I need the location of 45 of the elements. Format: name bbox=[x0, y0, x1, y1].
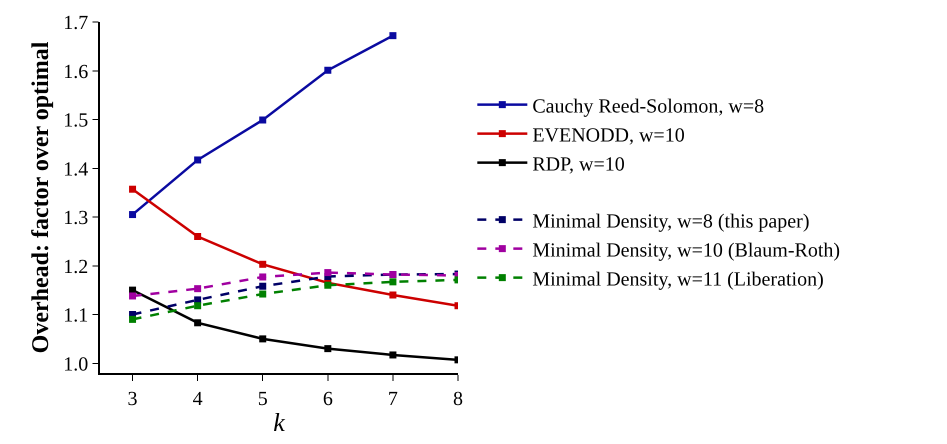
y-tick-label: 1.4 bbox=[63, 158, 88, 180]
point bbox=[324, 345, 332, 352]
point bbox=[389, 32, 396, 40]
point bbox=[129, 186, 136, 193]
y-tick-label: 1.6 bbox=[63, 60, 88, 83]
point bbox=[129, 316, 136, 323]
y-tick-label: 1.1 bbox=[63, 304, 88, 326]
y-tick-label: 1.0 bbox=[63, 353, 88, 376]
legend-label: Cauchy Reed-Solomon, w=8 bbox=[532, 95, 764, 118]
y-tick-label: 1.3 bbox=[63, 207, 88, 229]
legend-label: Minimal Density, w=11 (Liberation) bbox=[532, 268, 824, 290]
legend-label: Minimal Density, w=10 (Blaum-Roth) bbox=[532, 239, 840, 262]
point bbox=[194, 233, 202, 240]
x-tick-label: 8 bbox=[453, 388, 463, 410]
point bbox=[194, 319, 202, 326]
y-tick-label: 1.2 bbox=[63, 256, 88, 278]
x-tick-label: 3 bbox=[128, 388, 138, 410]
legend-label: EVENODD, w=10 bbox=[532, 124, 685, 146]
point bbox=[389, 278, 396, 286]
point bbox=[259, 290, 266, 298]
point bbox=[259, 116, 266, 124]
point bbox=[259, 273, 266, 280]
point bbox=[194, 285, 202, 292]
point bbox=[129, 292, 136, 300]
y-tick-label: 1.5 bbox=[63, 110, 88, 132]
point bbox=[129, 211, 136, 218]
legend-label: RDP, w=10 bbox=[532, 153, 625, 176]
y-tick-label: 1.7 bbox=[63, 12, 88, 34]
point bbox=[194, 302, 202, 310]
point bbox=[259, 282, 266, 290]
point bbox=[259, 260, 266, 268]
point bbox=[324, 66, 332, 74]
legend-label: Minimal Density, w=8 (this paper) bbox=[532, 210, 810, 232]
x-tick-label: 6 bbox=[322, 388, 333, 410]
x-tick-label: 4 bbox=[192, 388, 203, 410]
x-tick-label: 5 bbox=[258, 388, 268, 410]
point bbox=[389, 351, 396, 358]
y-axis-title: Overhead: factor over optimal bbox=[28, 41, 54, 354]
point bbox=[194, 156, 202, 164]
x-tick-label: 7 bbox=[388, 388, 398, 410]
point bbox=[324, 282, 332, 289]
point bbox=[259, 335, 266, 342]
point bbox=[389, 292, 396, 298]
point bbox=[324, 269, 332, 276]
x-axis-title: k bbox=[273, 408, 286, 437]
